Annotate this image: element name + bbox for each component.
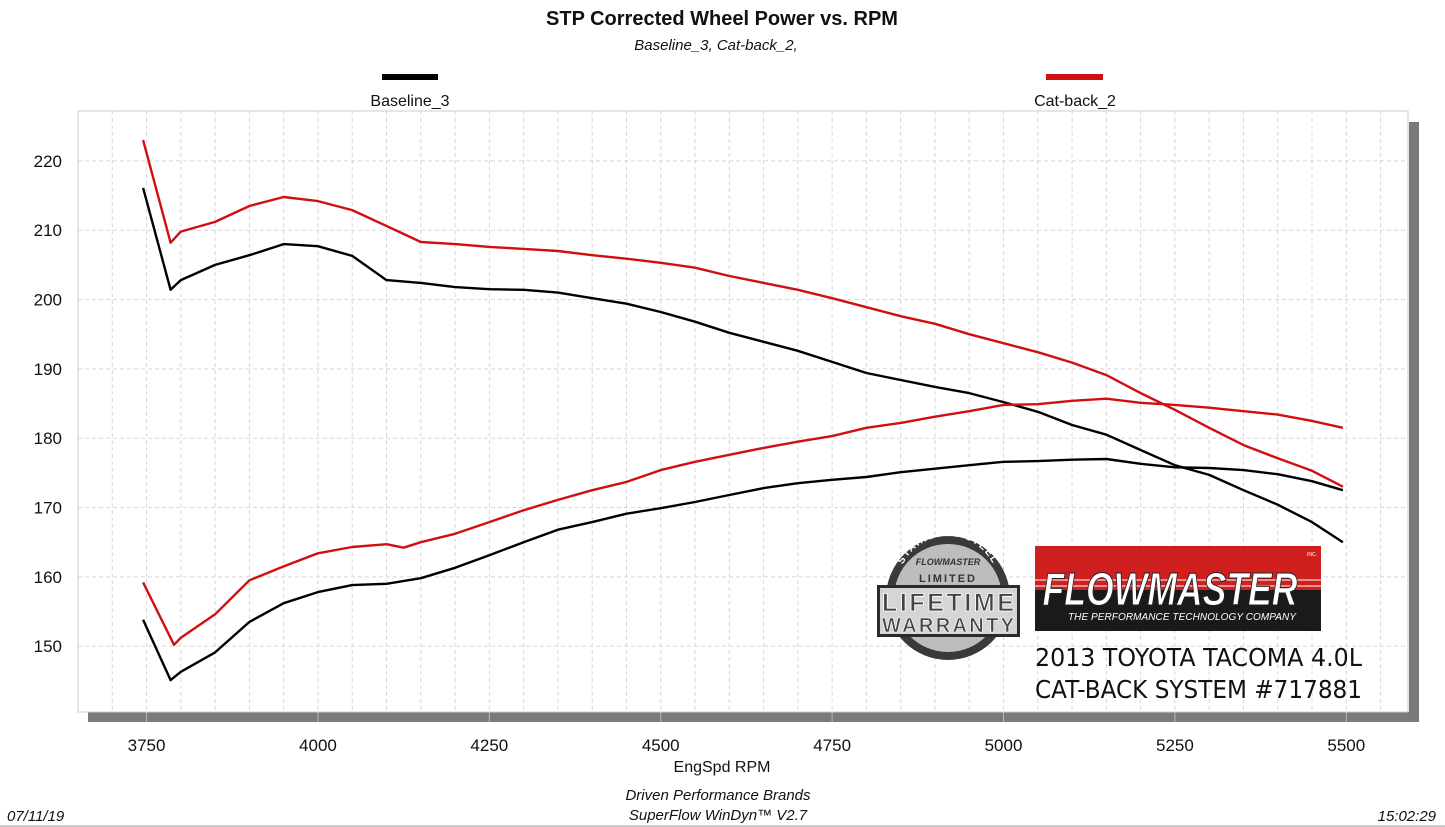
plot-shadow-right	[1409, 122, 1419, 722]
y-tick-label: 210	[34, 221, 62, 240]
x-tick-label: 5000	[985, 736, 1023, 755]
plot-shadow-bottom	[88, 712, 1419, 722]
x-tick-label: 3750	[128, 736, 166, 755]
y-tick-label: 170	[34, 499, 62, 518]
chart-title: STP Corrected Wheel Power vs. RPM	[546, 8, 898, 30]
chart-subtitle: Baseline_3, Cat-back_2,	[634, 37, 797, 54]
y-tick-label: 200	[34, 291, 62, 310]
svg-text:THE PERFORMANCE TECHNOLOGY COM: THE PERFORMANCE TECHNOLOGY COMPANY	[1068, 612, 1297, 623]
footer-software: SuperFlow WinDyn™ V2.7	[629, 807, 808, 824]
x-tick-label: 4000	[299, 736, 337, 755]
svg-text:WARRANTY: WARRANTY	[882, 615, 1015, 637]
system-annotation: CAT-BACK SYSTEM #717881	[1035, 675, 1362, 704]
legend-label-baseline: Baseline_3	[370, 93, 449, 110]
catback-line-upper	[141, 139, 1344, 488]
warranty-badge-logo: FLOWMASTER LIMITED LIFETIME WARRANTY STA…	[877, 528, 1020, 660]
footer-date: 07/11/19	[7, 808, 65, 825]
x-tick-label: 4750	[813, 736, 851, 755]
x-tick-label: 4250	[470, 736, 508, 755]
flowmaster-logo: FLOWMASTER INC. THE PERFORMANCE TECHNOLO…	[1035, 546, 1321, 631]
baseline-line-upper	[141, 187, 1344, 544]
legend: Baseline_3 Cat-back_2	[370, 74, 1116, 110]
footer-company: Driven Performance Brands	[625, 787, 811, 804]
x-tick-label: 5250	[1156, 736, 1194, 755]
svg-text:FLOWMASTER: FLOWMASTER	[1043, 563, 1298, 615]
y-tick-label: 180	[34, 429, 62, 448]
x-axis-label: EngSpd RPM	[674, 759, 771, 776]
x-tick-label: 5500	[1327, 736, 1365, 755]
baseline-line-lower	[142, 457, 1344, 682]
y-tick-label: 150	[34, 637, 62, 656]
y-tick-label: 220	[34, 152, 62, 171]
legend-label-catback: Cat-back_2	[1034, 93, 1116, 110]
y-tick-label: 190	[34, 360, 62, 379]
x-axis: 3750 4000 4250 4500 4750 5000 5250 5500	[128, 712, 1365, 755]
svg-text:FLOWMASTER: FLOWMASTER	[916, 557, 981, 567]
svg-text:LIFETIME: LIFETIME	[882, 589, 1014, 617]
vehicle-annotation: 2013 TOYOTA TACOMA 4.0L	[1035, 643, 1362, 672]
footer-time: 15:02:29	[1378, 808, 1437, 825]
x-tick-label: 4500	[642, 736, 680, 755]
svg-text:LIMITED: LIMITED	[919, 573, 977, 585]
series-lines	[141, 139, 1344, 682]
y-axis: 150 160 170 180 190 200 210 220	[34, 152, 62, 656]
svg-text:INC.: INC.	[1307, 552, 1317, 558]
y-tick-label: 160	[34, 568, 62, 587]
catback-line-lower	[142, 397, 1344, 646]
